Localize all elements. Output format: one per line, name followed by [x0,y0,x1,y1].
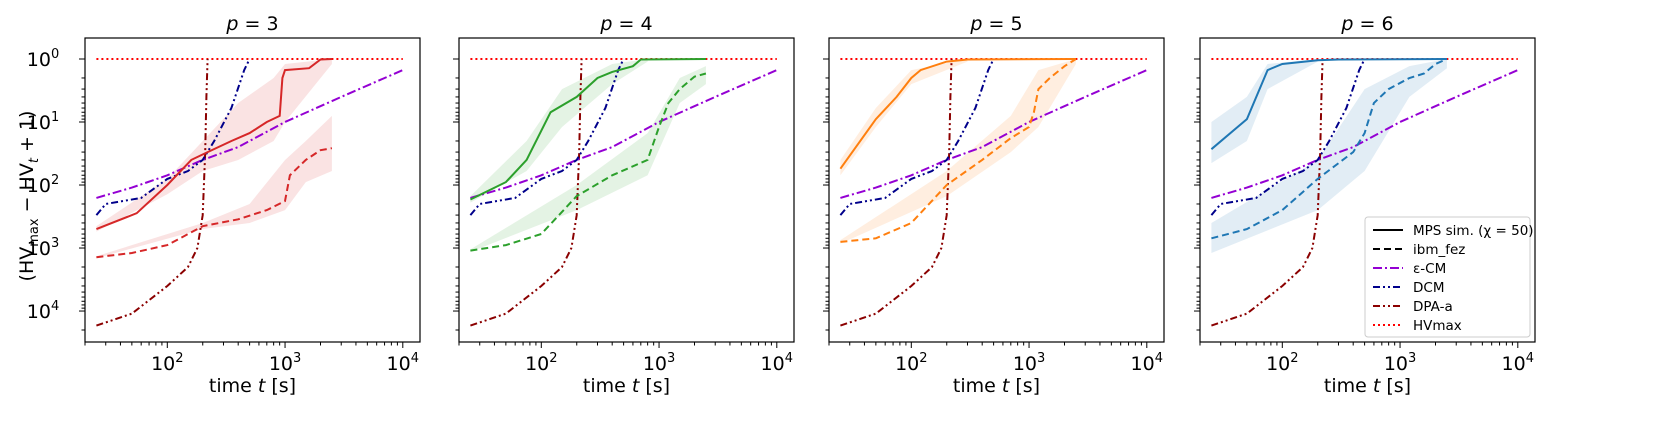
series-ibm-fez [840,58,1077,243]
axes-frame [458,37,795,343]
series--cm [1211,69,1519,199]
panel-title: p = 4 [599,13,652,35]
legend-label: HVmax [1413,318,1462,334]
axes-frame [1199,37,1536,343]
series-dcm [1210,58,1366,216]
band-MPS [470,59,648,203]
legend-label: ibm_fez [1413,242,1465,258]
x-axis-label: time t [s] [583,375,670,397]
series-dpa-a [470,58,583,327]
axes-frame [828,37,1165,343]
band-ibm_fez [470,66,706,252]
y-axis-label: (HVmax − HVt + 1) [16,111,42,282]
series-mps-sim-50- [1210,58,1447,150]
x-axis-label: time t [s] [209,375,296,397]
legend-label: DPA-a [1413,299,1453,315]
series-dpa-a [1211,58,1324,327]
x-tick-label: 102 [151,351,183,375]
panel-title: p = 3 [225,13,278,35]
y-tick-label: 101 [27,110,59,134]
x-tick-label: 104 [387,351,419,375]
x-tick-label: 102 [1266,351,1298,375]
band-ibm_fez [96,115,332,259]
x-axis-label: time t [s] [1324,375,1411,397]
series--cm [470,69,778,199]
series-dcm [95,58,251,216]
series-ibm-fez [470,72,707,252]
axes-frame [84,37,421,343]
x-tick-label: 103 [643,351,675,375]
x-axis-label: time t [s] [953,375,1040,397]
band-MPS [1211,59,1318,164]
legend: MPS sim. (χ = 50) ibm_fez ε-CM DCM DPA-a HVma… [1364,216,1534,338]
x-tick-label: 104 [1131,351,1163,375]
y-tick-label: 102 [27,173,59,197]
x-tick-label: 103 [1384,351,1416,375]
series-mps-sim-50- [839,58,1076,170]
chart-panel-1: p = 3 102 103 104 time t [s] 100 101 102 103 104 [27,13,421,397]
legend-label: ε-CM [1413,261,1446,277]
x-tick-label: 104 [1502,351,1534,375]
panel-title: p = 6 [1340,13,1393,35]
series-dcm [839,58,995,216]
series-ibm-fez [96,147,333,259]
chart-panel-4: p = 6 102 103 104 time t [s] MPS sim. (χ = 50… [1194,13,1536,397]
x-tick-label: 103 [1013,351,1045,375]
series--cm [840,69,1148,199]
series-mps-sim-50- [96,58,332,231]
series-dpa-a [840,58,953,327]
legend-label: MPS sim. (χ = 50) [1413,223,1534,239]
y-tick-label: 103 [27,236,59,260]
x-tick-label: 102 [525,351,557,375]
x-tick-label: 104 [761,351,793,375]
band-MPS [96,59,332,232]
legend-label: DCM [1413,280,1444,296]
series-mps-sim-50- [469,58,706,201]
panel-title: p = 5 [969,13,1022,35]
x-tick-label: 103 [269,351,301,375]
series-dcm [469,58,625,216]
band-MPS [840,59,968,176]
series--cm [96,69,404,199]
series-ibm-fez [1211,58,1448,240]
y-tick-label: 104 [27,299,59,323]
x-tick-label: 102 [895,351,927,375]
series-dpa-a [96,58,209,327]
chart-panel-3: p = 5 102 103 104 time t [s] [823,13,1165,397]
band-ibm_fez [840,59,1076,244]
y-tick-label: 100 [27,47,59,71]
chart-panel-2: p = 4 102 103 104 time t [s] [453,13,795,397]
